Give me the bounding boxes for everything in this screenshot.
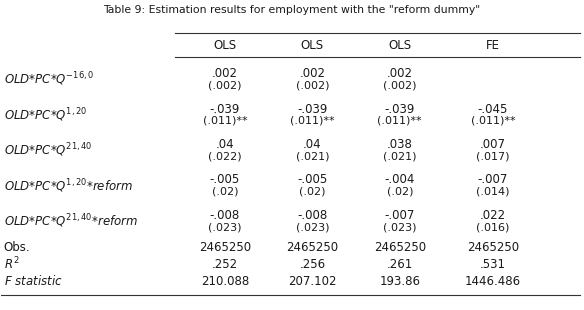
Text: (.02): (.02) <box>299 187 326 197</box>
Text: .261: .261 <box>387 258 413 271</box>
Text: .256: .256 <box>300 258 325 271</box>
Text: FE: FE <box>486 39 500 52</box>
Text: -.005: -.005 <box>210 174 240 187</box>
Text: (.021): (.021) <box>383 151 416 161</box>
Text: .04: .04 <box>303 138 322 151</box>
Text: .002: .002 <box>212 67 238 80</box>
Text: .531: .531 <box>480 258 506 271</box>
Text: .022: .022 <box>480 209 506 222</box>
Text: -.005: -.005 <box>297 174 328 187</box>
Text: -.039: -.039 <box>385 103 415 116</box>
Text: (.014): (.014) <box>476 187 510 197</box>
Text: OLD*PC*$Q^{21,40}$: OLD*PC*$Q^{21,40}$ <box>4 142 92 159</box>
Text: 2465250: 2465250 <box>374 241 426 254</box>
Text: .252: .252 <box>212 258 238 271</box>
Text: (.017): (.017) <box>476 151 510 161</box>
Text: .04: .04 <box>215 138 234 151</box>
Text: Table 9: Estimation results for employment with the "reform dummy": Table 9: Estimation results for employme… <box>103 5 481 15</box>
Text: 207.102: 207.102 <box>288 275 336 288</box>
Text: -.039: -.039 <box>297 103 328 116</box>
Text: (.011)**: (.011)** <box>290 116 335 126</box>
Text: -.004: -.004 <box>385 174 415 187</box>
Text: -.007: -.007 <box>385 209 415 222</box>
Text: 193.86: 193.86 <box>379 275 420 288</box>
Text: (.02): (.02) <box>212 187 238 197</box>
Text: 210.088: 210.088 <box>201 275 249 288</box>
Text: (.023): (.023) <box>383 222 416 232</box>
Text: -.008: -.008 <box>210 209 240 222</box>
Text: .038: .038 <box>387 138 413 151</box>
Text: OLD*PC*$Q^{21,40}$*reform: OLD*PC*$Q^{21,40}$*reform <box>4 213 138 230</box>
Text: (.022): (.022) <box>208 151 242 161</box>
Text: 2465250: 2465250 <box>199 241 251 254</box>
Text: -.039: -.039 <box>210 103 240 116</box>
Text: (.02): (.02) <box>387 187 413 197</box>
Text: Obs.: Obs. <box>4 241 30 254</box>
Text: OLD*PC*$Q^{-16,0}$: OLD*PC*$Q^{-16,0}$ <box>4 71 94 88</box>
Text: (.021): (.021) <box>296 151 329 161</box>
Text: (.011)**: (.011)** <box>377 116 422 126</box>
Text: .007: .007 <box>480 138 506 151</box>
Text: OLD*PC*$Q^{1,20}$*reform: OLD*PC*$Q^{1,20}$*reform <box>4 177 133 195</box>
Text: -.007: -.007 <box>478 174 508 187</box>
Text: 1446.486: 1446.486 <box>465 275 521 288</box>
Text: OLS: OLS <box>301 39 324 52</box>
Text: 2465250: 2465250 <box>286 241 339 254</box>
Text: OLD*PC*$Q^{1,20}$: OLD*PC*$Q^{1,20}$ <box>4 106 87 124</box>
Text: OLS: OLS <box>213 39 237 52</box>
Text: .002: .002 <box>300 67 325 80</box>
Text: $F$ statistic: $F$ statistic <box>4 274 62 288</box>
Text: 2465250: 2465250 <box>467 241 519 254</box>
Text: (.011)**: (.011)** <box>203 116 247 126</box>
Text: (.002): (.002) <box>296 80 329 90</box>
Text: $R^2$: $R^2$ <box>4 256 19 272</box>
Text: (.011)**: (.011)** <box>471 116 515 126</box>
Text: OLS: OLS <box>388 39 411 52</box>
Text: (.002): (.002) <box>383 80 416 90</box>
Text: -.045: -.045 <box>478 103 508 116</box>
Text: (.023): (.023) <box>296 222 329 232</box>
Text: (.002): (.002) <box>208 80 242 90</box>
Text: (.023): (.023) <box>208 222 242 232</box>
Text: .002: .002 <box>387 67 413 80</box>
Text: -.008: -.008 <box>297 209 328 222</box>
Text: (.016): (.016) <box>477 222 510 232</box>
